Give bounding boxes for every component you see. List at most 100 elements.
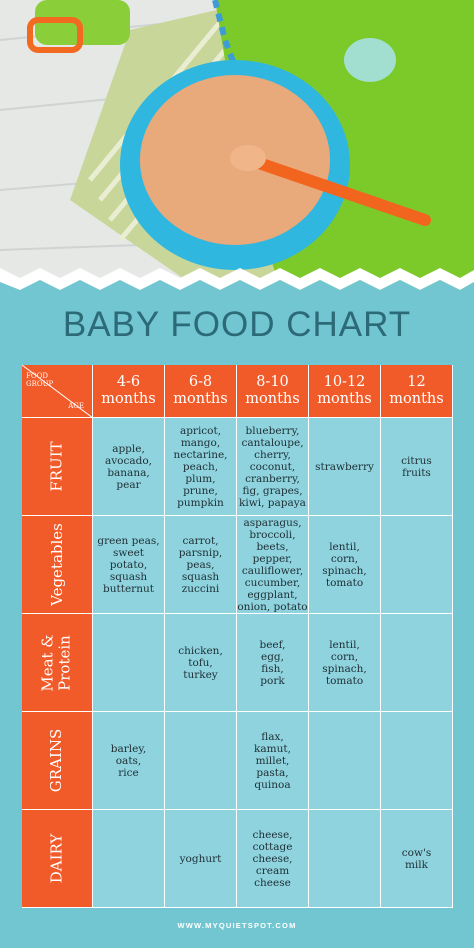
group-label: Meat & Protein (38, 633, 74, 692)
cup-handle (27, 17, 83, 53)
food-line: tomato (325, 576, 364, 589)
group-line: Meat & (38, 633, 57, 692)
food-line: beef, (259, 638, 286, 651)
food-line: strawberry (315, 460, 374, 473)
food-line: quinoa (254, 778, 291, 791)
group-cell: DAIRY (22, 810, 93, 908)
food-line: chicken, (178, 644, 223, 657)
food-line: cheese (254, 876, 291, 889)
photo (0, 0, 474, 300)
corner-cell: FOOD GROUPAGE (22, 365, 93, 418)
pacifier (344, 38, 396, 82)
header-line: 10-12 (323, 374, 366, 390)
food-line: banana, (107, 466, 150, 479)
column-header: 8-10 months (237, 365, 309, 418)
food-line: flax, (261, 730, 284, 743)
food-line: broccoli, (249, 528, 296, 541)
column-header: 10-12 months (309, 365, 381, 418)
food-line: prune, (183, 484, 218, 497)
header-line: 4-6 (116, 374, 141, 390)
group-cell: Vegetables (22, 516, 93, 614)
food-line: green peas, (97, 534, 160, 547)
group-line: DAIRY (47, 833, 66, 884)
group-cell: FRUIT (22, 418, 93, 516)
food-line: squash (109, 570, 148, 583)
sippy-cup (35, 0, 130, 45)
food-line: egg, (261, 650, 284, 663)
column-header: 4-6 months (93, 365, 165, 418)
food-line: spinach, (322, 662, 367, 675)
food-cell: apple, avocado, banana, pear (93, 418, 165, 516)
wave-border (0, 268, 474, 290)
food-cell (381, 712, 453, 810)
food-cell: strawberry (309, 418, 381, 516)
group-label: Vegetables (48, 523, 66, 606)
food-cell: chicken, tofu, turkey (165, 614, 237, 712)
food-line: pear (116, 478, 141, 491)
food-line: cauliflower, (241, 564, 304, 577)
food-cell (309, 810, 381, 908)
food-line: peas, (186, 558, 215, 571)
food-line: cherry, (254, 448, 291, 461)
food-cell (381, 614, 453, 712)
food-cell (93, 810, 165, 908)
food-line: butternut (103, 582, 154, 595)
food-cell: beef, egg, fish, pork (237, 614, 309, 712)
group-line: Protein (55, 634, 74, 691)
group-cell: Meat & Protein (22, 614, 93, 712)
food-line: barley, (110, 742, 147, 755)
food-line: oats, (115, 754, 142, 767)
food-line: squash (181, 570, 220, 583)
group-line: GRAINS (47, 728, 66, 793)
header-line: months (173, 391, 228, 407)
food-cell (165, 712, 237, 810)
food-line: fruits (402, 466, 431, 479)
food-line: pumpkin (177, 496, 224, 509)
column-header: 12 months (381, 365, 453, 418)
food-line: cranberry, (245, 472, 300, 485)
header-line: 6-8 (188, 374, 213, 390)
food-line: spinach, (322, 564, 367, 577)
header-line: months (245, 391, 300, 407)
food-line: beets, pepper, (252, 540, 293, 565)
food-line: fig, grapes, (242, 484, 303, 497)
food-line: yoghurt (179, 852, 222, 865)
food-cell: citrus fruits (381, 418, 453, 516)
food-line: cantaloupe, (241, 436, 304, 449)
column-header: 6-8 months (165, 365, 237, 418)
wave-fill (0, 280, 474, 300)
food-line: cucumber, (244, 576, 301, 589)
food-cell: cheese, cottage cheese, cream cheese (237, 810, 309, 908)
title: BABY FOOD CHART (62, 305, 412, 344)
food-line: avocado, (104, 454, 153, 467)
food-line: lentil, (329, 540, 360, 553)
food-line: mango, (180, 436, 221, 449)
food-line: peach, (182, 460, 219, 473)
food-cell (93, 614, 165, 712)
food-line: eggplant, (247, 588, 298, 601)
food-line: fish, (261, 662, 284, 675)
header-line: months (317, 391, 372, 407)
food-line: milk (404, 858, 429, 871)
food-cell: flax, kamut, millet, pasta, quinoa (237, 712, 309, 810)
food-line: corn, (330, 650, 359, 663)
food-line: cheese, (252, 828, 293, 841)
food-line: cheese, (252, 852, 293, 865)
food-line: turkey (183, 668, 218, 681)
footer: WWW.MYQUIETSPOT.COM (177, 921, 297, 930)
food-line: kiwi, papaya (239, 496, 306, 509)
group-cell: GRAINS (22, 712, 93, 810)
food-line: blueberry, (245, 424, 300, 437)
food-line: carrot, (182, 534, 219, 547)
food-cell: lentil, corn, spinach, tomato (309, 516, 381, 614)
food-line: corn, (330, 552, 359, 565)
diagonal-line (22, 365, 93, 418)
food-cell: lentil, corn, spinach, tomato (309, 614, 381, 712)
group-label: GRAINS (47, 728, 66, 793)
food-line: asparagus, (243, 516, 302, 529)
group-line: FRUIT (47, 441, 66, 492)
food-line: millet, (255, 754, 290, 767)
header-line: 8-10 (256, 374, 289, 390)
food-line: cream (255, 864, 290, 877)
